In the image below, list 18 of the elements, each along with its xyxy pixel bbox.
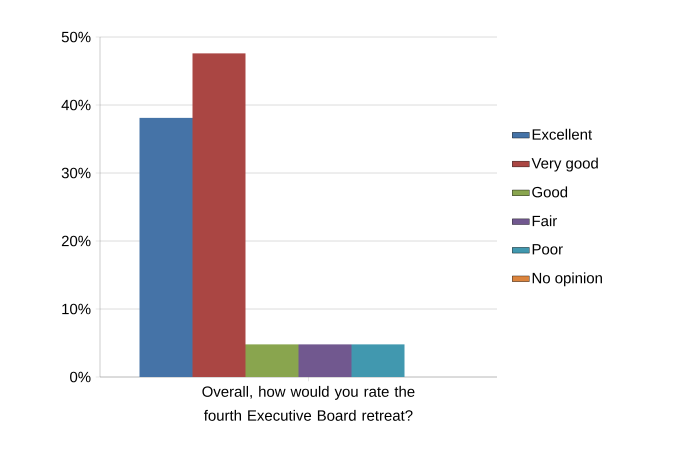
legend-label: Fair: [532, 215, 557, 226]
legend-label: Very good: [532, 158, 598, 172]
legend-label: Excellent: [532, 128, 592, 140]
bar: [192, 53, 246, 377]
bar: [352, 344, 405, 377]
y-tick-label: 10%: [62, 304, 91, 314]
y-tick-label: 50%: [62, 32, 91, 42]
bar: [140, 118, 192, 377]
y-tick-label: 40%: [62, 100, 91, 110]
bar: [298, 344, 352, 377]
y-tick-label: 0%: [70, 372, 91, 382]
bar: [246, 344, 298, 377]
legend-label: Poor: [532, 244, 563, 255]
y-tick-label: 30%: [62, 168, 91, 178]
x-tick-label: Overall, how would you rate the fourth Executive Board retreat?: [202, 386, 414, 421]
legend-label: Good: [532, 186, 568, 198]
y-tick-label: 20%: [62, 236, 91, 246]
legend-label: No opinion: [532, 272, 602, 286]
